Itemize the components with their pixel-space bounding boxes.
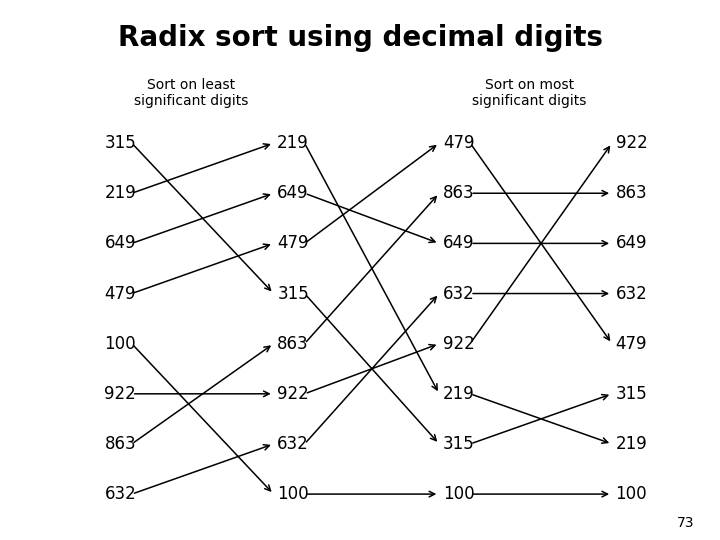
- Text: 649: 649: [443, 234, 474, 252]
- Text: 73: 73: [678, 516, 695, 530]
- Text: 863: 863: [443, 184, 474, 202]
- Text: 922: 922: [104, 385, 136, 403]
- Text: 479: 479: [104, 285, 136, 302]
- Text: 632: 632: [443, 285, 474, 302]
- Text: 219: 219: [616, 435, 647, 453]
- Text: 863: 863: [277, 335, 309, 353]
- Text: 922: 922: [443, 335, 474, 353]
- Text: 649: 649: [104, 234, 136, 252]
- Text: 863: 863: [104, 435, 136, 453]
- Text: 922: 922: [616, 134, 647, 152]
- Text: 315: 315: [616, 385, 647, 403]
- Text: 632: 632: [277, 435, 309, 453]
- Text: 863: 863: [616, 184, 647, 202]
- Text: 649: 649: [616, 234, 647, 252]
- Text: 315: 315: [104, 134, 136, 152]
- Text: 649: 649: [277, 184, 309, 202]
- Text: Radix sort using decimal digits: Radix sort using decimal digits: [117, 24, 603, 52]
- Text: 479: 479: [616, 335, 647, 353]
- Text: Sort on least
significant digits: Sort on least significant digits: [134, 78, 248, 109]
- Text: 922: 922: [277, 385, 309, 403]
- Text: 100: 100: [443, 485, 474, 503]
- Text: 100: 100: [104, 335, 136, 353]
- Text: 219: 219: [104, 184, 136, 202]
- Text: 315: 315: [277, 285, 309, 302]
- Text: 315: 315: [443, 435, 474, 453]
- Text: Sort on most
significant digits: Sort on most significant digits: [472, 78, 586, 109]
- Text: 479: 479: [443, 134, 474, 152]
- Text: 100: 100: [616, 485, 647, 503]
- Text: 219: 219: [277, 134, 309, 152]
- Text: 632: 632: [104, 485, 136, 503]
- Text: 219: 219: [443, 385, 474, 403]
- Text: 479: 479: [277, 234, 309, 252]
- Text: 632: 632: [616, 285, 647, 302]
- Text: 100: 100: [277, 485, 309, 503]
